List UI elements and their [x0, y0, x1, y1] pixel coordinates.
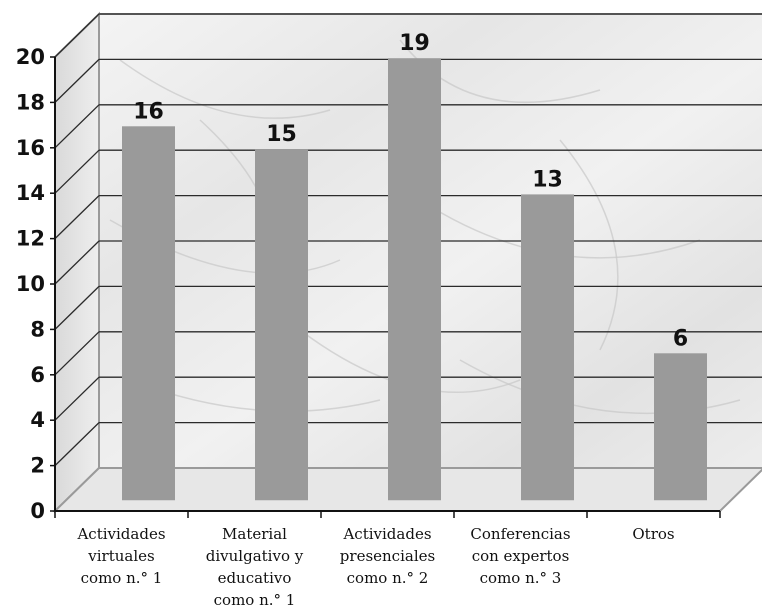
- x-category-label-line: educativo: [218, 569, 292, 587]
- x-category-label-line: divulgativo y: [206, 547, 304, 565]
- gridline-side-20: [54, 13, 100, 58]
- bar-3: [521, 194, 574, 501]
- y-tick-label: 14: [16, 181, 45, 205]
- gridline-side-6: [54, 331, 100, 376]
- x-category-label-line: Conferencias: [470, 525, 570, 543]
- data-label-1: 15: [266, 122, 297, 147]
- y-tick-label: 8: [30, 317, 45, 341]
- y-tick-label: 2: [30, 454, 45, 478]
- x-category-label-line: como n.° 2: [347, 569, 429, 587]
- data-label-4: 6: [673, 326, 688, 351]
- bar-4: [654, 353, 707, 501]
- x-category-label-line: como n.° 3: [480, 569, 562, 587]
- x-category-label-line: Otros: [632, 525, 674, 543]
- bar-2: [388, 58, 441, 501]
- x-category-label-2: Actividades presenciales como n.° 2: [340, 525, 435, 587]
- bar-1: [255, 149, 308, 501]
- y-tick-label: 6: [30, 363, 45, 387]
- y-tick-label: 20: [16, 45, 45, 69]
- y-tick-label: 12: [16, 227, 45, 251]
- x-category-label-line: Actividades: [342, 525, 431, 543]
- axes: 0 2 4 6 8 10 12 14 16 18 20 Actividades virtuales com…: [16, 45, 721, 609]
- y-tick-label: 18: [16, 90, 45, 114]
- gridline-side-10: [54, 240, 100, 285]
- x-category-label-line: virtuales: [87, 547, 154, 565]
- x-category-label-line: presenciales: [340, 547, 435, 565]
- data-label-0: 16: [133, 99, 164, 124]
- data-label-2: 19: [399, 31, 430, 56]
- gridline-side-16: [54, 104, 100, 149]
- gridline-side-14: [54, 149, 100, 194]
- x-category-label-line: como n.° 1: [81, 569, 163, 587]
- bar-0: [122, 126, 175, 501]
- data-labels: 16 15 19 13 6: [133, 31, 688, 351]
- x-category-label-0: Actividades virtuales como n.° 1: [76, 525, 165, 587]
- bars: [122, 58, 707, 501]
- marble-vein-7: [559, 139, 619, 351]
- x-category-label-line: Material: [222, 525, 287, 543]
- x-category-label-4: Otros: [632, 525, 674, 543]
- gridline-side-2: [54, 422, 100, 467]
- x-category-label-3: Conferencias con expertos como n.° 3: [470, 525, 570, 587]
- marble-vein-0: [119, 59, 331, 119]
- gridline-side-4: [54, 376, 100, 421]
- gridline-side-12: [54, 195, 100, 240]
- gridline-side-18: [54, 58, 100, 103]
- x-category-label-line: con expertos: [472, 547, 570, 565]
- x-category-label-line: como n.° 1: [214, 591, 296, 609]
- y-tick-label: 10: [16, 272, 45, 296]
- data-label-3: 13: [532, 167, 563, 192]
- x-category-label-1: Material divulgativo y educativo como n.° 1: [206, 525, 304, 609]
- x-category-label-line: Actividades: [76, 525, 165, 543]
- y-tick-label: 16: [16, 136, 45, 160]
- y-tick-label: 4: [30, 408, 45, 432]
- y-tick-label: 0: [30, 499, 45, 523]
- gridline-side-8: [54, 285, 100, 330]
